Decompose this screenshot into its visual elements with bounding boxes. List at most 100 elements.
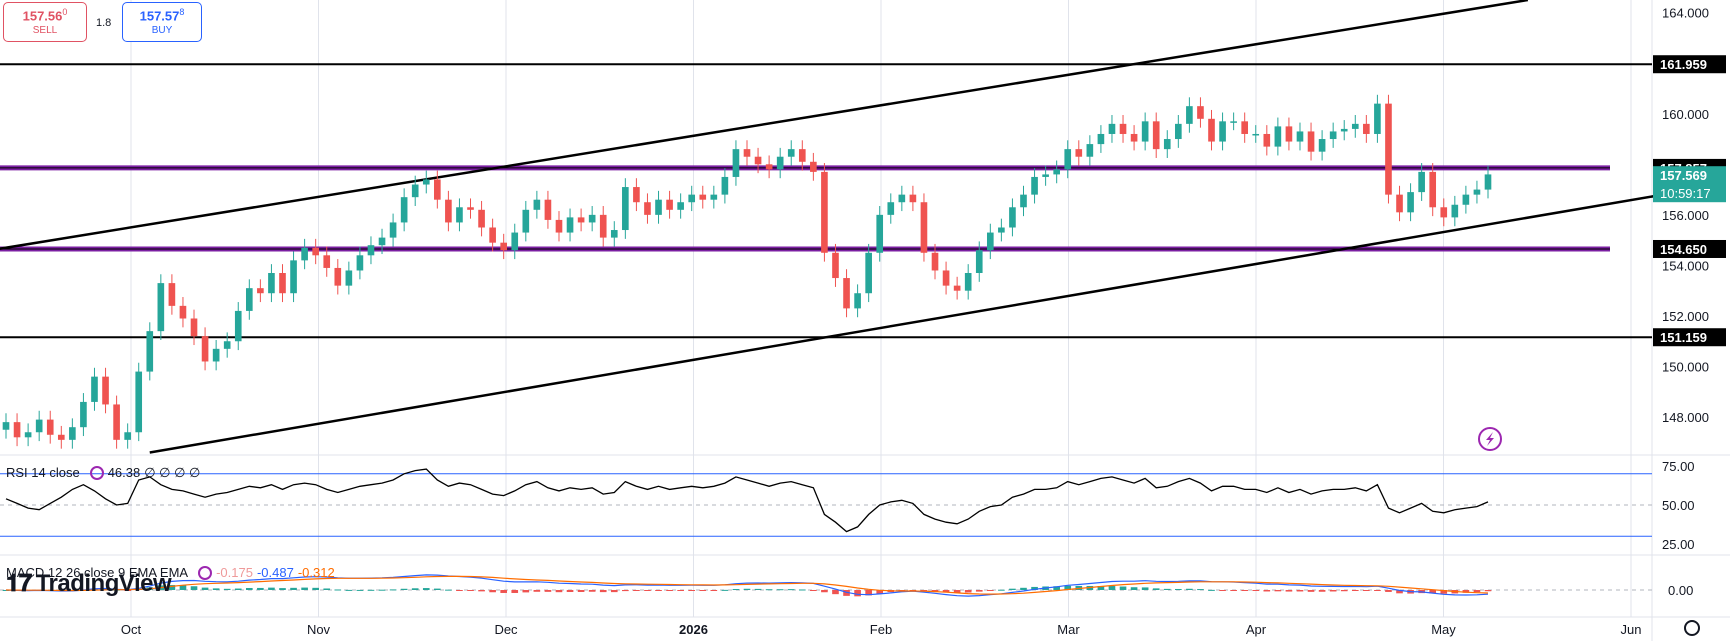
- candle[interactable]: [544, 199, 552, 220]
- candle[interactable]: [69, 427, 76, 440]
- candle[interactable]: [1296, 131, 1304, 142]
- candle[interactable]: [1086, 144, 1094, 157]
- candle[interactable]: [1396, 194, 1403, 213]
- candle[interactable]: [887, 202, 895, 215]
- candle[interactable]: [124, 432, 131, 440]
- candle[interactable]: [1208, 118, 1215, 142]
- channel-line[interactable]: [0, 0, 1529, 250]
- candle[interactable]: [843, 278, 850, 309]
- candle[interactable]: [964, 273, 972, 291]
- candle[interactable]: [1263, 133, 1271, 147]
- channel-line[interactable]: [149, 190, 1679, 454]
- candle[interactable]: [1186, 106, 1193, 124]
- candle[interactable]: [754, 156, 762, 165]
- candle[interactable]: [179, 305, 187, 319]
- candle[interactable]: [400, 197, 408, 223]
- candle[interactable]: [257, 288, 264, 294]
- candle[interactable]: [1429, 171, 1437, 208]
- candle[interactable]: [467, 207, 474, 210]
- candle[interactable]: [577, 217, 585, 223]
- candle[interactable]: [931, 252, 939, 271]
- candle[interactable]: [555, 219, 563, 233]
- candle[interactable]: [1119, 123, 1127, 134]
- candle[interactable]: [787, 149, 795, 157]
- candle[interactable]: [975, 250, 983, 273]
- candle[interactable]: [1451, 204, 1459, 218]
- candle[interactable]: [1031, 176, 1038, 195]
- candle[interactable]: [1285, 126, 1293, 142]
- candle[interactable]: [378, 237, 386, 246]
- candle[interactable]: [1009, 207, 1016, 228]
- candle[interactable]: [245, 288, 253, 311]
- candle[interactable]: [798, 149, 806, 162]
- candle[interactable]: [1141, 121, 1149, 142]
- candle[interactable]: [776, 156, 784, 170]
- candle[interactable]: [489, 227, 496, 243]
- candle[interactable]: [57, 434, 65, 440]
- candle[interactable]: [953, 285, 961, 291]
- candle[interactable]: [1075, 149, 1083, 157]
- candle[interactable]: [1020, 194, 1027, 208]
- candle[interactable]: [279, 273, 286, 294]
- candle[interactable]: [909, 194, 917, 203]
- candle[interactable]: [610, 230, 618, 238]
- candle[interactable]: [2, 422, 10, 430]
- candle[interactable]: [422, 179, 430, 185]
- candle[interactable]: [644, 202, 651, 215]
- candle[interactable]: [1351, 123, 1359, 129]
- candle[interactable]: [588, 214, 596, 223]
- candle[interactable]: [810, 161, 817, 172]
- candle[interactable]: [268, 273, 275, 294]
- candle[interactable]: [622, 187, 629, 231]
- candle[interactable]: [898, 194, 906, 203]
- candle[interactable]: [1130, 133, 1138, 142]
- candle[interactable]: [102, 376, 109, 405]
- candle[interactable]: [190, 318, 198, 337]
- candle[interactable]: [998, 227, 1005, 233]
- candle[interactable]: [356, 255, 364, 271]
- candle[interactable]: [35, 419, 43, 433]
- settings-icon[interactable]: [1684, 620, 1700, 636]
- candle[interactable]: [876, 214, 884, 253]
- candle[interactable]: [290, 260, 297, 294]
- candle[interactable]: [168, 283, 176, 306]
- candle[interactable]: [1484, 174, 1492, 190]
- candle[interactable]: [1064, 149, 1072, 170]
- candle[interactable]: [334, 267, 342, 286]
- candle[interactable]: [478, 209, 485, 228]
- candle[interactable]: [1363, 123, 1370, 134]
- candle[interactable]: [113, 404, 120, 440]
- candle[interactable]: [1374, 103, 1381, 134]
- candle[interactable]: [1097, 133, 1105, 145]
- flash-icon[interactable]: [1478, 427, 1502, 451]
- candle[interactable]: [1274, 126, 1282, 147]
- candle[interactable]: [212, 348, 220, 362]
- candle[interactable]: [854, 293, 861, 309]
- candle[interactable]: [920, 202, 928, 253]
- candle[interactable]: [655, 199, 662, 215]
- candle[interactable]: [1307, 131, 1315, 152]
- candle[interactable]: [710, 194, 718, 200]
- candle[interactable]: [301, 247, 308, 261]
- candle[interactable]: [821, 171, 828, 253]
- candle[interactable]: [1230, 121, 1237, 123]
- candle[interactable]: [1473, 189, 1481, 195]
- candle[interactable]: [146, 331, 154, 372]
- candle[interactable]: [832, 252, 839, 279]
- candle[interactable]: [345, 270, 353, 286]
- candle[interactable]: [456, 207, 463, 223]
- candle[interactable]: [1462, 194, 1470, 205]
- candle[interactable]: [732, 149, 740, 177]
- rsi-legend[interactable]: RSI 14 close 46.38 ∅ ∅ ∅ ∅: [6, 465, 204, 481]
- candle[interactable]: [389, 222, 397, 238]
- candle[interactable]: [599, 214, 607, 238]
- candle[interactable]: [1042, 174, 1049, 177]
- candle[interactable]: [865, 252, 872, 294]
- candle[interactable]: [942, 270, 950, 286]
- candle[interactable]: [511, 232, 519, 251]
- candle[interactable]: [721, 176, 729, 195]
- candle[interactable]: [1318, 139, 1326, 152]
- rsi-line[interactable]: [5, 468, 1489, 533]
- candle[interactable]: [1197, 106, 1204, 119]
